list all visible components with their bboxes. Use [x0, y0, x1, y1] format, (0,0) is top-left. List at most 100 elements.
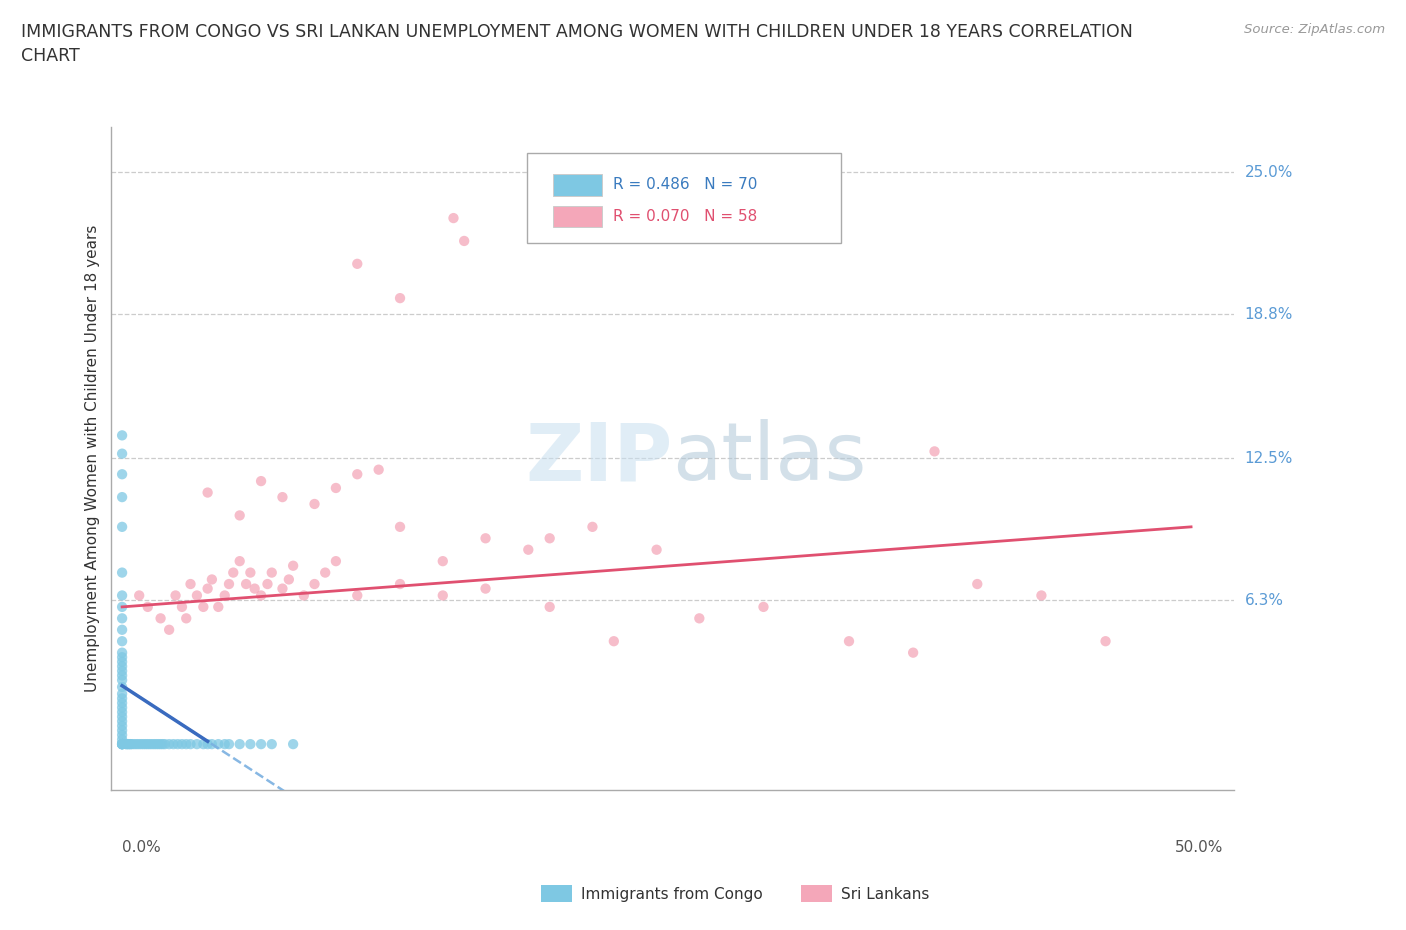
- Point: [111, 565, 134, 580]
- Text: 50.0%: 50.0%: [1175, 840, 1223, 856]
- Point: [111, 696, 134, 711]
- Point: [111, 650, 134, 665]
- Point: [250, 737, 273, 751]
- Point: [111, 622, 134, 637]
- Point: [367, 462, 389, 477]
- Point: [166, 737, 188, 751]
- Point: [581, 520, 603, 535]
- Point: [260, 737, 283, 751]
- Point: [111, 668, 134, 683]
- Point: [111, 737, 134, 751]
- Point: [111, 737, 134, 751]
- Point: [218, 737, 240, 751]
- Point: [125, 737, 148, 751]
- Point: [157, 622, 180, 637]
- Point: [838, 633, 860, 648]
- Point: [111, 680, 134, 695]
- Point: [538, 531, 561, 546]
- Point: [924, 444, 946, 458]
- Point: [131, 737, 153, 751]
- Point: [111, 659, 134, 674]
- Text: IMMIGRANTS FROM CONGO VS SRI LANKAN UNEMPLOYMENT AMONG WOMEN WITH CHILDREN UNDER: IMMIGRANTS FROM CONGO VS SRI LANKAN UNEM…: [21, 23, 1133, 65]
- Point: [128, 588, 150, 603]
- Point: [111, 714, 134, 729]
- Point: [111, 467, 134, 482]
- Point: [389, 577, 412, 591]
- Point: [111, 611, 134, 626]
- Point: [207, 737, 229, 751]
- Point: [111, 700, 134, 715]
- Text: 12.5%: 12.5%: [1244, 451, 1294, 466]
- Point: [239, 565, 262, 580]
- Point: [474, 531, 496, 546]
- Text: 6.3%: 6.3%: [1244, 592, 1284, 607]
- Point: [111, 710, 134, 724]
- Point: [235, 577, 257, 591]
- Point: [197, 581, 219, 596]
- Point: [111, 737, 134, 751]
- Point: [314, 565, 336, 580]
- Point: [325, 481, 347, 496]
- Point: [111, 633, 134, 648]
- Point: [474, 581, 496, 596]
- Point: [111, 490, 134, 505]
- Point: [193, 737, 215, 751]
- Point: [193, 600, 215, 615]
- Point: [111, 520, 134, 535]
- Point: [214, 588, 236, 603]
- Point: [250, 588, 273, 603]
- Point: [148, 737, 170, 751]
- Point: [111, 588, 134, 603]
- Point: [260, 565, 283, 580]
- Text: R = 0.486   N = 70: R = 0.486 N = 70: [613, 178, 758, 193]
- Point: [111, 655, 134, 670]
- Point: [111, 663, 134, 678]
- Point: [443, 211, 465, 226]
- Point: [115, 737, 138, 751]
- Point: [346, 588, 368, 603]
- Point: [186, 737, 208, 751]
- Text: 25.0%: 25.0%: [1244, 165, 1294, 179]
- Point: [688, 611, 710, 626]
- Text: Immigrants from Congo: Immigrants from Congo: [581, 887, 762, 902]
- Point: [111, 727, 134, 742]
- Point: [174, 611, 197, 626]
- Y-axis label: Unemployment Among Women with Children Under 18 years: Unemployment Among Women with Children U…: [86, 224, 100, 692]
- Point: [120, 737, 142, 751]
- Point: [111, 645, 134, 660]
- Point: [243, 581, 266, 596]
- Point: [325, 553, 347, 568]
- Point: [645, 542, 668, 557]
- Point: [111, 723, 134, 737]
- Point: [603, 633, 626, 648]
- Point: [180, 737, 202, 751]
- Point: [432, 588, 454, 603]
- Point: [538, 600, 561, 615]
- Point: [165, 588, 187, 603]
- Point: [228, 508, 250, 523]
- Point: [162, 737, 184, 751]
- Point: [149, 737, 172, 751]
- Point: [111, 718, 134, 733]
- Point: [180, 577, 202, 591]
- Text: 18.8%: 18.8%: [1244, 307, 1294, 322]
- Point: [966, 577, 988, 591]
- Point: [149, 611, 172, 626]
- Point: [271, 581, 294, 596]
- Point: [111, 446, 134, 461]
- Point: [111, 737, 134, 751]
- Point: [228, 553, 250, 568]
- Text: Sri Lankans: Sri Lankans: [841, 887, 929, 902]
- Text: atlas: atlas: [672, 419, 868, 498]
- Point: [152, 737, 174, 751]
- Point: [111, 705, 134, 720]
- Point: [752, 600, 775, 615]
- Point: [222, 565, 245, 580]
- Point: [141, 737, 163, 751]
- Point: [143, 737, 166, 751]
- Point: [111, 737, 134, 751]
- Point: [157, 737, 180, 751]
- Text: Source: ZipAtlas.com: Source: ZipAtlas.com: [1244, 23, 1385, 36]
- Point: [201, 572, 224, 587]
- Point: [1031, 588, 1053, 603]
